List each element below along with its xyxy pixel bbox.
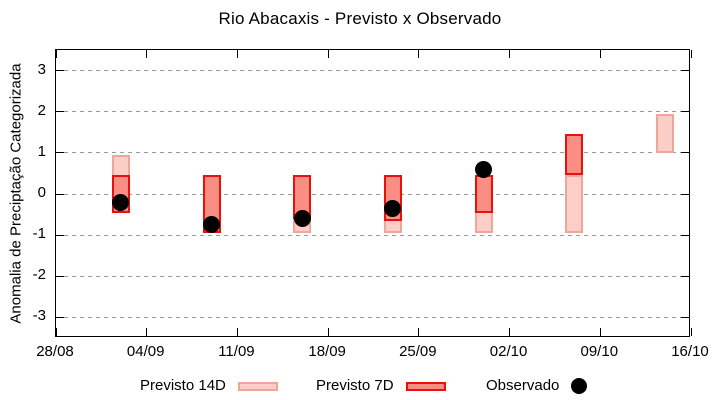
y-tick-label: 2 bbox=[37, 101, 46, 119]
x-tick-mark bbox=[418, 328, 420, 336]
y-tick-mark bbox=[56, 234, 64, 236]
y-tick-mark bbox=[56, 70, 64, 72]
observado-dot-16-09 bbox=[293, 210, 311, 228]
y-tick-mark bbox=[56, 316, 64, 318]
x-tick-mark bbox=[690, 50, 692, 58]
y-tick-mark bbox=[681, 70, 689, 72]
x-tick-mark bbox=[236, 50, 238, 58]
y-tick-mark bbox=[681, 234, 689, 236]
x-tick-mark bbox=[146, 328, 148, 336]
observado-dot-23-09 bbox=[384, 199, 402, 217]
y-tick-mark bbox=[56, 193, 64, 195]
legend-label: Observado bbox=[486, 377, 560, 394]
plot-area bbox=[55, 49, 692, 337]
gridline-y-1 bbox=[56, 234, 689, 236]
x-tick-mark bbox=[55, 328, 57, 336]
x-tick-mark bbox=[327, 50, 329, 58]
x-tick-mark bbox=[509, 50, 511, 58]
bar-previsto-14d-07-10 bbox=[565, 175, 584, 234]
y-tick-mark bbox=[56, 152, 64, 154]
x-tick-mark bbox=[55, 50, 57, 58]
legend-label: Previsto 14D bbox=[140, 377, 226, 394]
x-tick-mark bbox=[509, 328, 511, 336]
x-tick-mark bbox=[327, 328, 329, 336]
x-tick-label: 18/09 bbox=[308, 343, 346, 360]
x-tick-mark bbox=[146, 50, 148, 58]
x-tick-mark bbox=[236, 328, 238, 336]
legend-item-observado: Observado bbox=[486, 376, 588, 396]
legend-observado-dot bbox=[571, 378, 588, 394]
legend-swatch-previsto-14d bbox=[237, 381, 278, 391]
y-tick-mark bbox=[681, 152, 689, 154]
gridline-y0 bbox=[56, 193, 689, 195]
bar-previsto-7d-07-10 bbox=[565, 134, 584, 176]
legend-label: Previsto 7D bbox=[316, 377, 394, 394]
y-tick-label: -3 bbox=[32, 307, 46, 325]
gridline-y3 bbox=[56, 70, 689, 72]
y-tick-label: 1 bbox=[37, 142, 46, 160]
x-tick-label: 04/09 bbox=[126, 343, 165, 360]
x-tick-mark bbox=[418, 50, 420, 58]
y-tick-mark bbox=[681, 275, 689, 277]
y-tick-mark bbox=[56, 275, 64, 277]
y-tick-mark bbox=[681, 316, 689, 318]
x-tick-label: 16/10 bbox=[671, 343, 709, 360]
x-tick-label: 11/09 bbox=[218, 343, 255, 360]
x-tick-mark bbox=[599, 328, 601, 336]
gridline-y2 bbox=[56, 111, 689, 113]
x-tick-mark bbox=[599, 50, 601, 58]
y-tick-label: 3 bbox=[37, 60, 46, 78]
chart-title: Rio Abacaxis - Previsto x Observado bbox=[218, 9, 502, 28]
bar-previsto-14d-14-10 bbox=[656, 113, 675, 153]
legend-swatch-previsto-7d bbox=[405, 381, 446, 391]
x-tick-mark bbox=[690, 328, 692, 336]
y-tick-mark bbox=[56, 111, 64, 113]
y-tick-label: -2 bbox=[32, 266, 46, 284]
x-tick-label: 28/08 bbox=[36, 343, 74, 360]
y-tick-label: 0 bbox=[37, 184, 46, 201]
y-tick-mark bbox=[681, 193, 689, 195]
x-tick-label: 25/09 bbox=[399, 343, 437, 360]
x-tick-label: 02/10 bbox=[489, 343, 528, 360]
bar-previsto-7d-30-09 bbox=[474, 175, 493, 213]
gridline-y-3 bbox=[56, 316, 689, 318]
observado-dot-09-09 bbox=[203, 216, 220, 234]
y-tick-mark bbox=[681, 111, 689, 113]
legend-item-previsto-7d: Previsto 7D bbox=[316, 376, 446, 396]
observado-dot-30-09 bbox=[475, 160, 493, 178]
gridline-y1 bbox=[56, 152, 689, 154]
legend-item-previsto-14d: Previsto 14D bbox=[140, 376, 278, 396]
y-tick-label: -1 bbox=[32, 225, 46, 243]
x-tick-label: 09/10 bbox=[580, 343, 619, 360]
gridline-y-2 bbox=[56, 275, 689, 277]
observado-dot-02-09 bbox=[112, 193, 130, 211]
